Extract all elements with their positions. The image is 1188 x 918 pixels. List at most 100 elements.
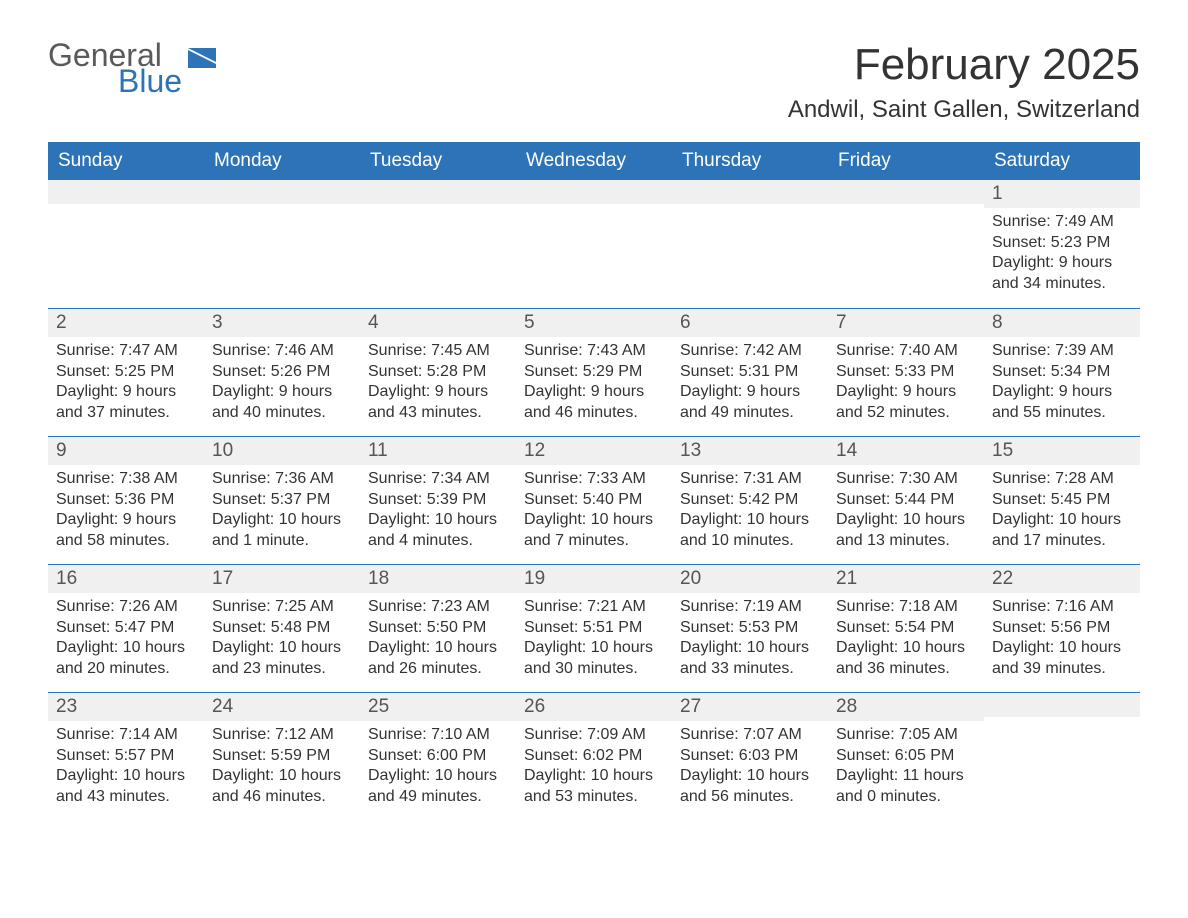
sunset-text: Sunset: 5:25 PM xyxy=(56,362,196,382)
daylight-text: Daylight: 9 hours and 46 minutes. xyxy=(524,382,664,423)
calendar-cell: 11Sunrise: 7:34 AMSunset: 5:39 PMDayligh… xyxy=(360,437,516,564)
day-number: 27 xyxy=(672,693,828,721)
day-number: 9 xyxy=(48,437,204,465)
day-content: Sunrise: 7:21 AMSunset: 5:51 PMDaylight:… xyxy=(516,593,672,689)
day-number xyxy=(48,180,204,204)
day-number: 16 xyxy=(48,565,204,593)
calendar-cell: 27Sunrise: 7:07 AMSunset: 6:03 PMDayligh… xyxy=(672,693,828,820)
day-content xyxy=(672,204,828,218)
day-number: 3 xyxy=(204,309,360,337)
sunrise-text: Sunrise: 7:47 AM xyxy=(56,341,196,361)
calendar-cell: 24Sunrise: 7:12 AMSunset: 5:59 PMDayligh… xyxy=(204,693,360,820)
sunset-text: Sunset: 5:42 PM xyxy=(680,490,820,510)
sunset-text: Sunset: 5:48 PM xyxy=(212,618,352,638)
sunset-text: Sunset: 5:23 PM xyxy=(992,233,1132,253)
day-content: Sunrise: 7:25 AMSunset: 5:48 PMDaylight:… xyxy=(204,593,360,689)
day-number xyxy=(672,180,828,204)
weekday-header: Wednesday xyxy=(516,142,672,180)
daylight-text: Daylight: 9 hours and 43 minutes. xyxy=(368,382,508,423)
header: General Blue February 2025 Andwil, Saint… xyxy=(48,40,1140,124)
day-content: Sunrise: 7:28 AMSunset: 5:45 PMDaylight:… xyxy=(984,465,1140,561)
calendar-cell: 26Sunrise: 7:09 AMSunset: 6:02 PMDayligh… xyxy=(516,693,672,820)
day-content: Sunrise: 7:14 AMSunset: 5:57 PMDaylight:… xyxy=(48,721,204,817)
calendar-row: 23Sunrise: 7:14 AMSunset: 5:57 PMDayligh… xyxy=(48,692,1140,820)
sunset-text: Sunset: 5:36 PM xyxy=(56,490,196,510)
sunrise-text: Sunrise: 7:43 AM xyxy=(524,341,664,361)
calendar-cell: 1Sunrise: 7:49 AMSunset: 5:23 PMDaylight… xyxy=(984,180,1140,308)
day-content: Sunrise: 7:36 AMSunset: 5:37 PMDaylight:… xyxy=(204,465,360,561)
daylight-text: Daylight: 9 hours and 34 minutes. xyxy=(992,253,1132,294)
calendar-cell: 8Sunrise: 7:39 AMSunset: 5:34 PMDaylight… xyxy=(984,309,1140,436)
brand-text: General Blue xyxy=(48,40,182,97)
daylight-text: Daylight: 10 hours and 4 minutes. xyxy=(368,510,508,551)
day-number xyxy=(360,180,516,204)
calendar-cell: 7Sunrise: 7:40 AMSunset: 5:33 PMDaylight… xyxy=(828,309,984,436)
calendar-row: 9Sunrise: 7:38 AMSunset: 5:36 PMDaylight… xyxy=(48,436,1140,564)
day-content: Sunrise: 7:38 AMSunset: 5:36 PMDaylight:… xyxy=(48,465,204,561)
day-content: Sunrise: 7:47 AMSunset: 5:25 PMDaylight:… xyxy=(48,337,204,433)
sunrise-text: Sunrise: 7:45 AM xyxy=(368,341,508,361)
sunset-text: Sunset: 6:03 PM xyxy=(680,746,820,766)
day-number: 13 xyxy=(672,437,828,465)
day-content: Sunrise: 7:07 AMSunset: 6:03 PMDaylight:… xyxy=(672,721,828,817)
daylight-text: Daylight: 10 hours and 7 minutes. xyxy=(524,510,664,551)
day-number: 28 xyxy=(828,693,984,721)
calendar-cell: 3Sunrise: 7:46 AMSunset: 5:26 PMDaylight… xyxy=(204,309,360,436)
day-number: 22 xyxy=(984,565,1140,593)
daylight-text: Daylight: 11 hours and 0 minutes. xyxy=(836,766,976,807)
day-content: Sunrise: 7:30 AMSunset: 5:44 PMDaylight:… xyxy=(828,465,984,561)
sunset-text: Sunset: 5:47 PM xyxy=(56,618,196,638)
sunrise-text: Sunrise: 7:21 AM xyxy=(524,597,664,617)
sunset-text: Sunset: 5:34 PM xyxy=(992,362,1132,382)
day-number: 7 xyxy=(828,309,984,337)
daylight-text: Daylight: 10 hours and 13 minutes. xyxy=(836,510,976,551)
daylight-text: Daylight: 10 hours and 39 minutes. xyxy=(992,638,1132,679)
calendar-cell xyxy=(360,180,516,308)
day-number xyxy=(828,180,984,204)
sunrise-text: Sunrise: 7:39 AM xyxy=(992,341,1132,361)
day-content xyxy=(48,204,204,218)
day-number: 8 xyxy=(984,309,1140,337)
sunset-text: Sunset: 5:28 PM xyxy=(368,362,508,382)
day-content xyxy=(204,204,360,218)
day-content: Sunrise: 7:16 AMSunset: 5:56 PMDaylight:… xyxy=(984,593,1140,689)
daylight-text: Daylight: 10 hours and 17 minutes. xyxy=(992,510,1132,551)
calendar-cell: 2Sunrise: 7:47 AMSunset: 5:25 PMDaylight… xyxy=(48,309,204,436)
weekday-header: Tuesday xyxy=(360,142,516,180)
sunrise-text: Sunrise: 7:36 AM xyxy=(212,469,352,489)
calendar-cell: 5Sunrise: 7:43 AMSunset: 5:29 PMDaylight… xyxy=(516,309,672,436)
day-number: 19 xyxy=(516,565,672,593)
day-number: 25 xyxy=(360,693,516,721)
daylight-text: Daylight: 10 hours and 23 minutes. xyxy=(212,638,352,679)
day-content: Sunrise: 7:43 AMSunset: 5:29 PMDaylight:… xyxy=(516,337,672,433)
daylight-text: Daylight: 9 hours and 37 minutes. xyxy=(56,382,196,423)
sunrise-text: Sunrise: 7:46 AM xyxy=(212,341,352,361)
day-number xyxy=(516,180,672,204)
calendar-row: 2Sunrise: 7:47 AMSunset: 5:25 PMDaylight… xyxy=(48,308,1140,436)
daylight-text: Daylight: 10 hours and 53 minutes. xyxy=(524,766,664,807)
sunset-text: Sunset: 5:51 PM xyxy=(524,618,664,638)
day-number: 18 xyxy=(360,565,516,593)
day-number: 5 xyxy=(516,309,672,337)
calendar: Sunday Monday Tuesday Wednesday Thursday… xyxy=(48,142,1140,820)
sunrise-text: Sunrise: 7:23 AM xyxy=(368,597,508,617)
calendar-cell: 19Sunrise: 7:21 AMSunset: 5:51 PMDayligh… xyxy=(516,565,672,692)
daylight-text: Daylight: 9 hours and 49 minutes. xyxy=(680,382,820,423)
day-content: Sunrise: 7:26 AMSunset: 5:47 PMDaylight:… xyxy=(48,593,204,689)
day-content xyxy=(984,717,1140,731)
sunrise-text: Sunrise: 7:40 AM xyxy=(836,341,976,361)
day-content: Sunrise: 7:12 AMSunset: 5:59 PMDaylight:… xyxy=(204,721,360,817)
brand-word-2: Blue xyxy=(118,66,182,96)
day-content: Sunrise: 7:19 AMSunset: 5:53 PMDaylight:… xyxy=(672,593,828,689)
sunset-text: Sunset: 5:56 PM xyxy=(992,618,1132,638)
daylight-text: Daylight: 10 hours and 33 minutes. xyxy=(680,638,820,679)
day-number: 14 xyxy=(828,437,984,465)
calendar-cell: 18Sunrise: 7:23 AMSunset: 5:50 PMDayligh… xyxy=(360,565,516,692)
sunrise-text: Sunrise: 7:18 AM xyxy=(836,597,976,617)
daylight-text: Daylight: 10 hours and 26 minutes. xyxy=(368,638,508,679)
sunrise-text: Sunrise: 7:07 AM xyxy=(680,725,820,745)
calendar-cell: 12Sunrise: 7:33 AMSunset: 5:40 PMDayligh… xyxy=(516,437,672,564)
day-number: 12 xyxy=(516,437,672,465)
calendar-cell: 25Sunrise: 7:10 AMSunset: 6:00 PMDayligh… xyxy=(360,693,516,820)
day-number: 23 xyxy=(48,693,204,721)
